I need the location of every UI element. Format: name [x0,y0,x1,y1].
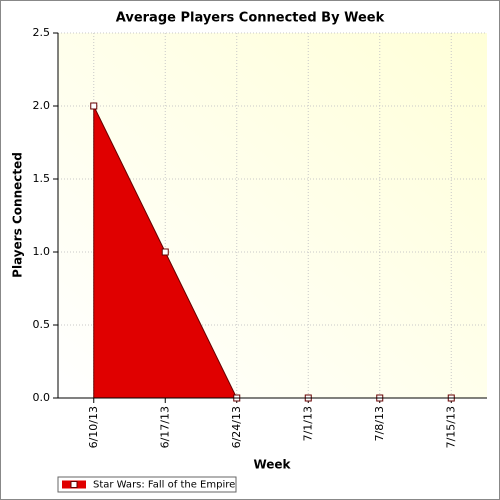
x-tick-label: 6/10/13 [87,406,100,448]
point-marker [161,248,169,256]
legend-box [57,476,237,493]
y-tick-label: 2.5 [33,26,51,39]
x-axis-label: Week [253,458,291,472]
y-axis-label: Players Connected [11,152,25,278]
x-tick-label: 7/8/13 [373,406,386,441]
y-tick-label: 0.5 [33,318,51,331]
y-tick-label: 0.0 [33,391,51,404]
point-marker [90,102,98,110]
chart-title: Average Players Connected By Week [116,11,385,26]
x-tick-label: 7/1/13 [301,406,314,441]
y-tick-label: 1.0 [33,245,51,258]
legend-marker [70,481,78,488]
y-tick-label: 1.5 [33,172,51,185]
y-tick-label: 2.0 [33,99,51,112]
x-tick-label: 6/24/13 [230,406,243,448]
legend-label: Star Wars: Fall of the Empire [93,480,235,491]
x-tick-label: 6/17/13 [158,406,171,448]
legend: Star Wars: Fall of the Empire [57,476,237,493]
x-tick-label: 7/15/13 [444,406,457,448]
